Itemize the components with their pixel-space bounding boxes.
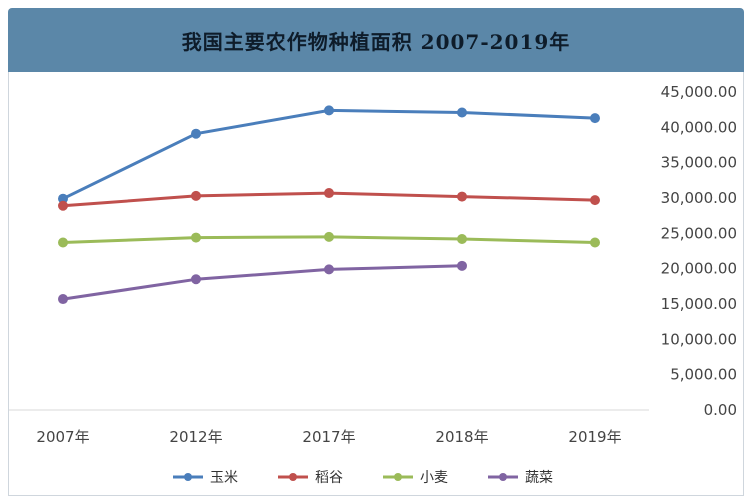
x-tick-label: 2019年 (568, 428, 621, 446)
y-tick-label: 45,000.00 (661, 83, 737, 101)
data-point (191, 232, 201, 243)
data-point (457, 260, 467, 271)
data-point (457, 233, 467, 244)
data-point (191, 274, 201, 285)
data-point (457, 107, 467, 118)
chart-title: 我国主要农作物种植面积 2007-2019年 (181, 30, 571, 54)
series-line (62, 108, 596, 201)
data-point (590, 195, 600, 206)
legend-label: 玉米 (210, 470, 238, 486)
legend-label: 小麦 (420, 470, 448, 486)
series-line (62, 264, 463, 301)
title-bar: 我国主要农作物种植面积 2007-2019年 (8, 8, 744, 72)
y-tick-label: 35,000.00 (661, 154, 737, 172)
x-tick-label: 2007年 (36, 428, 89, 446)
data-point (457, 191, 467, 202)
y-tick-label: 10,000.00 (661, 330, 737, 348)
data-point (191, 190, 201, 201)
y-tick-label: 30,000.00 (661, 189, 737, 207)
legend-swatch-marker (394, 473, 402, 481)
legend-swatch-marker (499, 473, 507, 481)
data-point (324, 105, 334, 116)
y-tick-label: 40,000.00 (661, 118, 737, 136)
y-tick-label: 5,000.00 (670, 366, 737, 384)
y-tick-label: 25,000.00 (661, 224, 737, 242)
data-point (324, 231, 334, 242)
chart-area: 0.00 5,000.00 10,000.00 15,000.00 20,000.00 2… (8, 72, 744, 496)
x-tick-label: 2012年 (169, 428, 222, 446)
data-point (590, 237, 600, 248)
legend-swatch-marker (289, 473, 297, 481)
legend-label: 稻谷 (315, 470, 343, 486)
data-point (324, 264, 334, 275)
data-point (590, 113, 600, 124)
y-tick-label: 0.00 (704, 401, 737, 419)
x-tick-label: 2017年 (302, 428, 355, 446)
data-point (58, 200, 68, 211)
data-point (191, 128, 201, 139)
y-tick-label: 20,000.00 (661, 260, 737, 278)
data-point (324, 188, 334, 199)
data-point (58, 237, 68, 248)
data-point (58, 294, 68, 305)
legend-label: 蔬菜 (525, 470, 553, 486)
x-tick-label: 2018年 (435, 428, 488, 446)
y-tick-label: 15,000.00 (661, 295, 737, 313)
line-chart: 0.00 5,000.00 10,000.00 15,000.00 20,000.00 2… (9, 83, 737, 486)
legend-swatch-marker (184, 473, 192, 481)
